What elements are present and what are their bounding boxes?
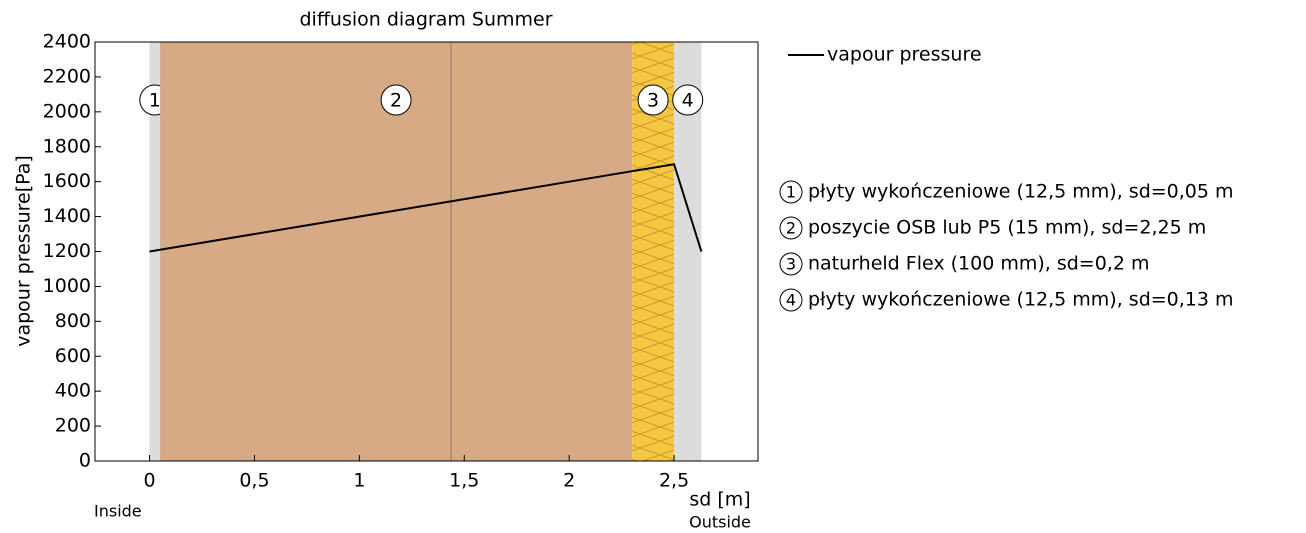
- legend-label: poszycie OSB lub P5 (15 mm), sd=2,25 m: [808, 217, 1206, 239]
- legend-number: 4: [786, 291, 796, 310]
- inside-label: Inside: [94, 502, 142, 521]
- legend-number: 1: [786, 183, 796, 202]
- layers: 1 2 3 4: [139, 42, 704, 461]
- y-tick-label: 1800: [43, 135, 91, 157]
- y-tick-label: 600: [55, 345, 91, 367]
- legend-number: 2: [786, 219, 796, 238]
- y-tick-label: 2000: [43, 100, 91, 122]
- chart-title: diffusion diagram Summer: [299, 9, 552, 31]
- y-tick-label: 0: [79, 450, 91, 472]
- legend-badge: [779, 252, 803, 276]
- legend-number: 3: [786, 255, 796, 274]
- legend-label: płyty wykończeniowe (12,5 mm), sd=0,13 m: [808, 289, 1234, 311]
- layer-badge: [637, 84, 669, 116]
- x-tick-label: 0: [144, 470, 156, 492]
- layer-number: 3: [647, 90, 659, 112]
- legend-label: płyty wykończeniowe (12,5 mm), sd=0,05 m: [808, 181, 1234, 203]
- y-tick-label: 800: [55, 310, 91, 332]
- y-tick-label: 1400: [43, 205, 91, 227]
- plot: [149, 163, 703, 253]
- layer-badge: [380, 84, 412, 116]
- y-tick-label: 2400: [43, 31, 91, 53]
- y-axis-label: vapour pressure[Pa]: [13, 155, 35, 347]
- legend-badge: [779, 288, 803, 312]
- layer-number: 4: [682, 90, 694, 112]
- layer-number: 2: [390, 90, 402, 112]
- series-line: [149, 163, 703, 253]
- x-tick-label: 2,5: [659, 470, 689, 492]
- legend-badge: [779, 180, 803, 204]
- layer-badge: [672, 84, 704, 116]
- y-tick-label: 1600: [43, 170, 91, 192]
- x-tick-label: 0,5: [239, 470, 269, 492]
- legend-badge: [779, 216, 803, 240]
- x-axis-label: sd [m]: [689, 489, 750, 511]
- outside-label: Outside: [689, 513, 751, 532]
- y-tick-label: 1000: [43, 275, 91, 297]
- x-tick-label: 1: [353, 470, 365, 492]
- x-tick-label: 1,5: [449, 470, 479, 492]
- y-tick-label: 1200: [43, 240, 91, 262]
- legend-label: vapour pressure: [827, 44, 982, 66]
- y-tick-label: 400: [55, 380, 91, 402]
- legend-label: naturheld Flex (100 mm), sd=0,2 m: [808, 253, 1149, 275]
- y-tick-label: 200: [55, 415, 91, 437]
- layer-number: 1: [149, 90, 161, 112]
- y-tick-label: 2200: [43, 65, 91, 87]
- x-tick-label: 2: [563, 470, 575, 492]
